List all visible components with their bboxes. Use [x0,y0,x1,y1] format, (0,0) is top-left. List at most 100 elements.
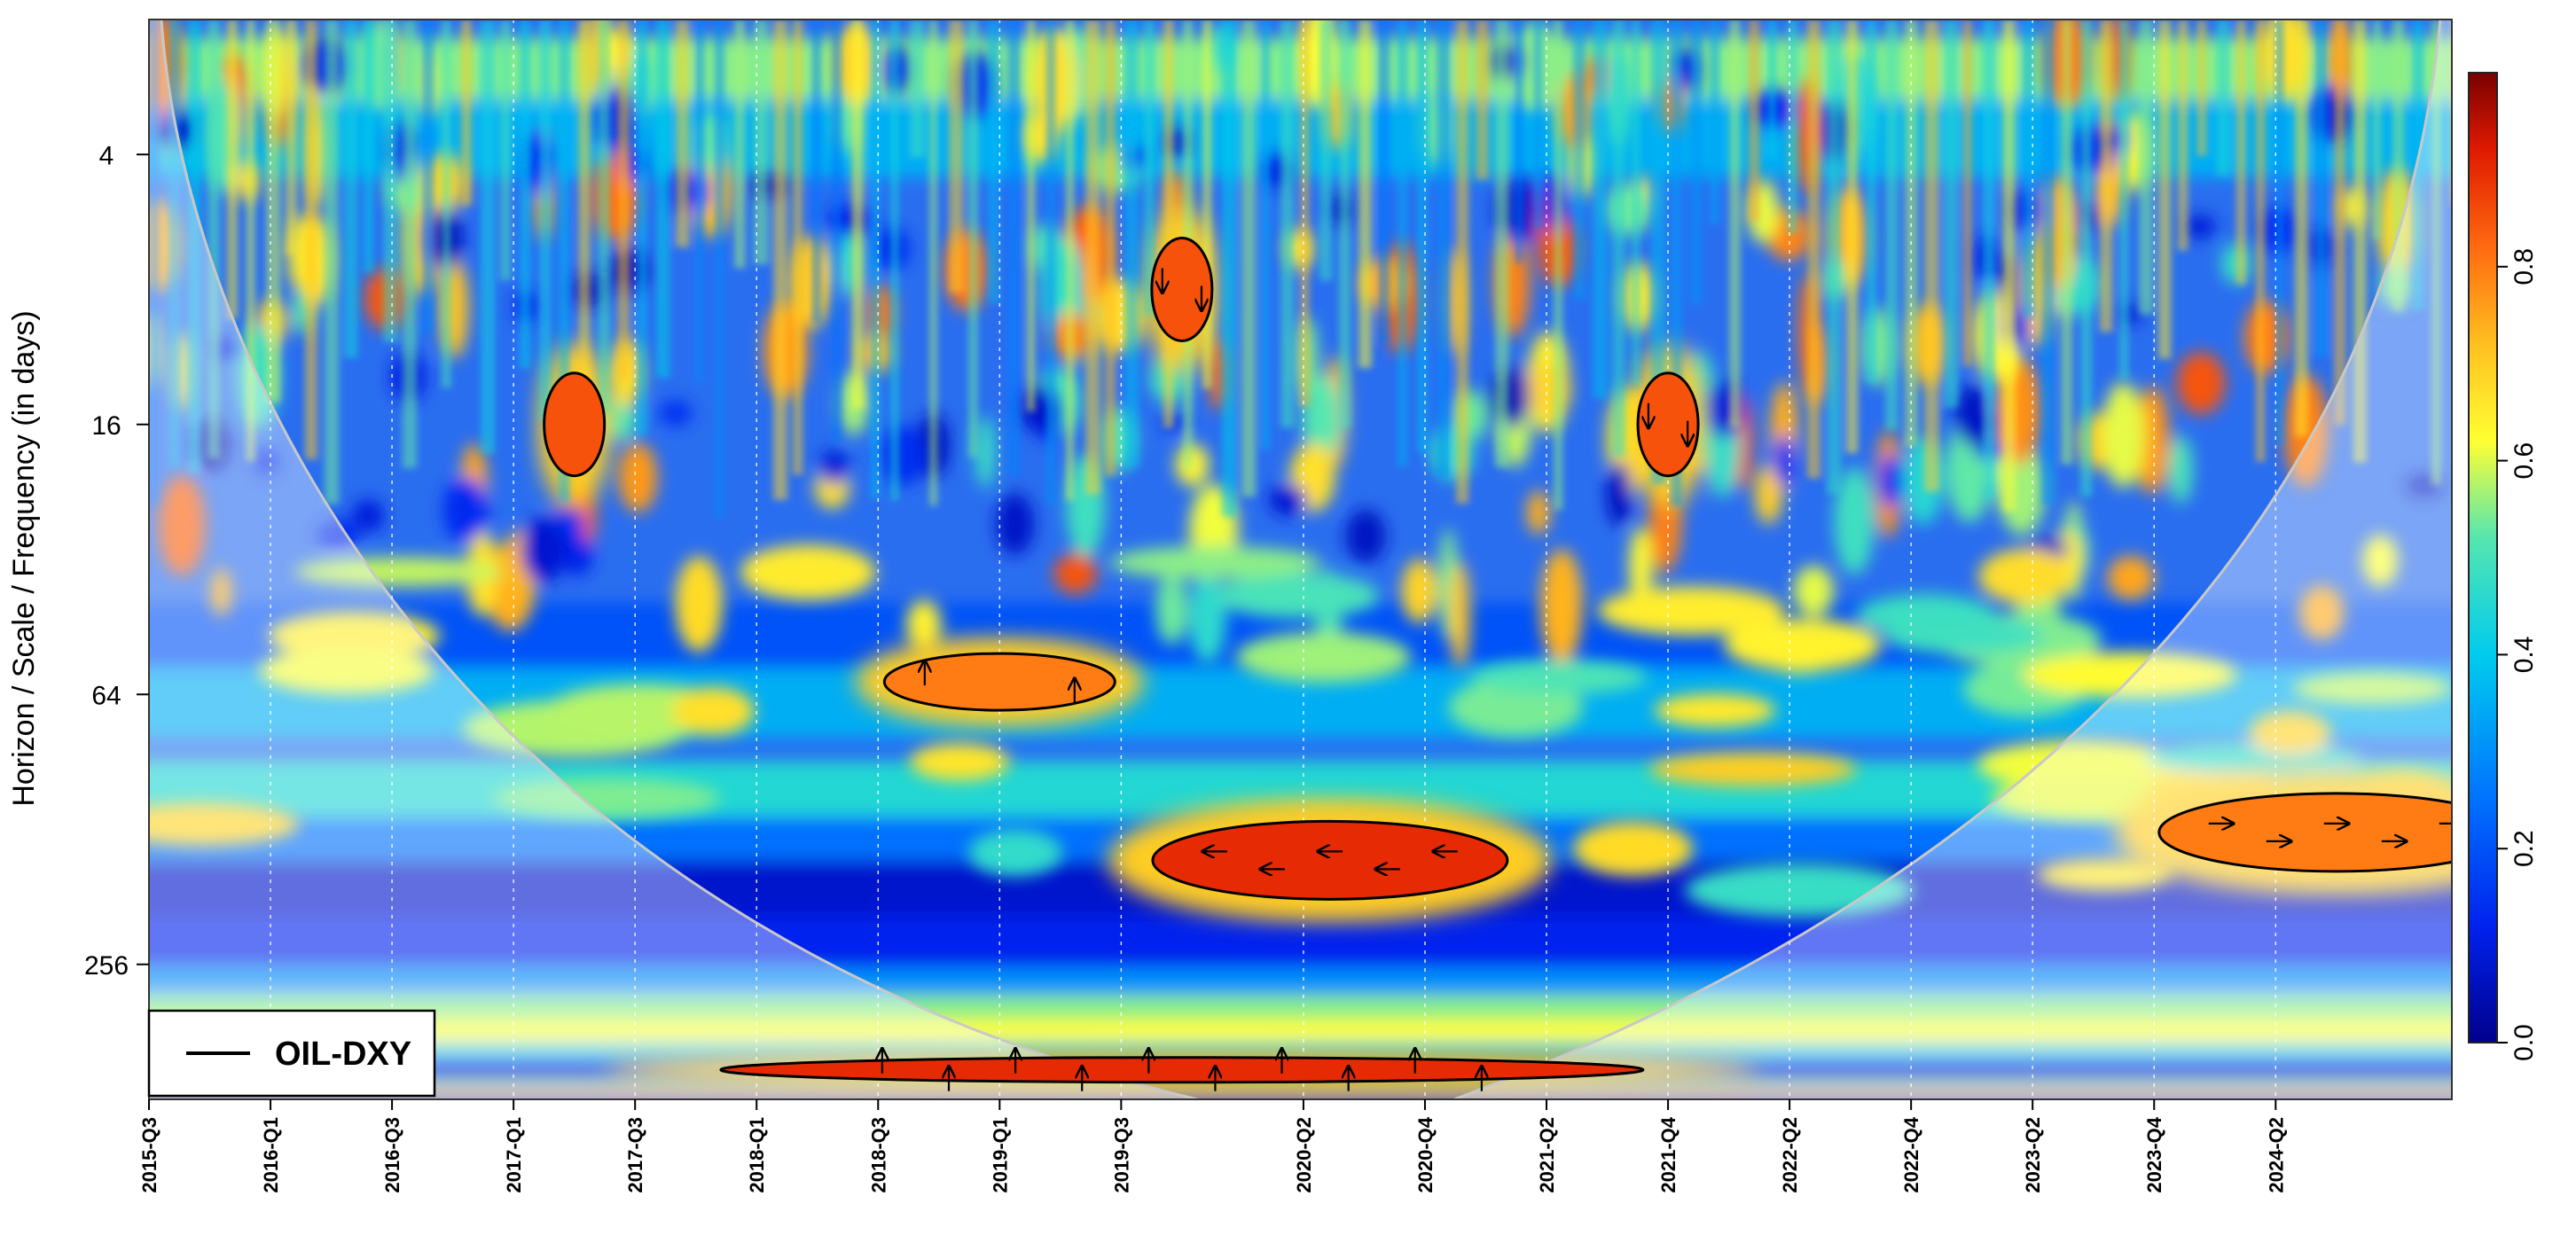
heat-streak [1924,20,1939,492]
heat-streak [305,20,318,460]
heat-streak [2256,20,2266,463]
legend-label: OIL-DXY [275,1036,411,1073]
heat-streak [286,20,298,255]
heat-streak [734,20,746,269]
heat-blob [1649,753,1857,786]
heat-streak [1729,20,1741,427]
y-tick-label: 256 [84,951,129,981]
heat-streak [461,20,472,207]
heat-streak [2431,20,2441,486]
significance-contour [882,652,1116,712]
heat-blob [905,599,942,650]
significant-region [1152,821,1507,900]
x-tick-label: 2016-Q3 [381,1117,403,1193]
heat-streak [2353,20,2367,463]
heat-blob [1856,593,1996,636]
significant-region [2158,793,2452,872]
heat-blob [1268,484,1308,516]
heat-streak [1007,20,1021,477]
significant-region [544,372,605,476]
heat-streak [949,20,964,293]
heat-streak [1398,20,1408,467]
heat-blob [1450,561,1470,668]
heat-streak [403,20,418,469]
heat-streak [1456,20,1469,504]
heat-blob [619,442,658,512]
heat-streak [910,20,925,158]
colorbar-tick-label: 0.4 [2509,637,2539,674]
heat-streak [364,20,374,274]
heat-blob [158,475,206,576]
heat-streak [637,20,647,435]
heat-blob [1978,548,2072,605]
heat-blob [2176,352,2226,415]
heat-streak [578,20,591,448]
heat-streak [1515,20,1523,263]
heat-streak [2080,20,2093,497]
significance-contour [1636,371,1700,478]
x-axis: 2015-Q3 2016-Q1 2016-Q3 2017-Q1 2017-Q3 2018-… [138,1099,2287,1193]
heat-blob [2184,215,2216,238]
heat-blob [2037,858,2173,891]
x-tick-label: 2016-Q1 [260,1117,282,1193]
heat-streak [598,20,611,414]
heat-blob [910,743,1010,781]
heat-blob [442,477,489,543]
heat-blob [1597,586,1786,636]
heat-streak [1807,20,1821,479]
heat-streak [149,20,160,506]
heat-streak [2412,20,2424,311]
heat-blob [2107,556,2155,600]
heat-streak [832,20,842,443]
heat-streak [2236,20,2246,285]
heat-streak [2217,20,2230,176]
heat-blob [1654,693,1776,727]
heat-blob [1652,486,1672,575]
heat-blob [492,778,720,818]
heat-streak [2119,20,2129,379]
heat-streak [1963,20,1972,367]
heat-streak [1534,20,1543,230]
heat-blob [253,448,280,476]
heat-streak [2100,20,2113,332]
colorbar-tick-label: 0.8 [2509,248,2539,285]
heat-streak [695,20,705,384]
significant-region [1151,238,1212,341]
heat-streak [2022,20,2036,318]
heat-blob [2102,381,2144,488]
heat-blob [210,568,231,616]
heat-streak [1319,20,1333,281]
heat-streak [1046,20,1056,505]
heat-streak [1768,20,1777,160]
colorbar-tick-label: 0.0 [2509,1024,2539,1061]
heat-streak [1573,20,1586,301]
heat-band [149,1090,2452,1099]
heat-blob [351,499,385,532]
heat-streak [1163,20,1174,428]
x-tick-label: 2022-Q2 [1779,1117,1801,1193]
heat-band [149,1020,2452,1042]
heat-blob [659,400,692,426]
heat-streak [344,20,358,358]
heat-streak [676,20,690,247]
heat-blob [2221,243,2251,285]
heat-blob [1793,566,1834,617]
significance-contour [543,371,607,478]
heat-streak [383,20,398,342]
heat-blob [2298,585,2345,640]
heat-blob [1189,574,1226,664]
heat-blob [294,557,504,586]
heat-streak [1593,20,1608,400]
heat-streak [1241,20,1257,497]
heat-streak [793,20,803,475]
heat-streak [1124,20,1139,468]
heat-blob [968,829,1063,877]
heat-blob [671,687,756,736]
heat-streak [1944,20,1959,409]
heat-blob [2362,535,2399,587]
significant-region [1638,372,1699,476]
heat-blob [1155,575,1188,645]
heat-blob [1471,660,1648,694]
heat-blob [819,449,849,486]
heat-streak [1222,20,1237,517]
